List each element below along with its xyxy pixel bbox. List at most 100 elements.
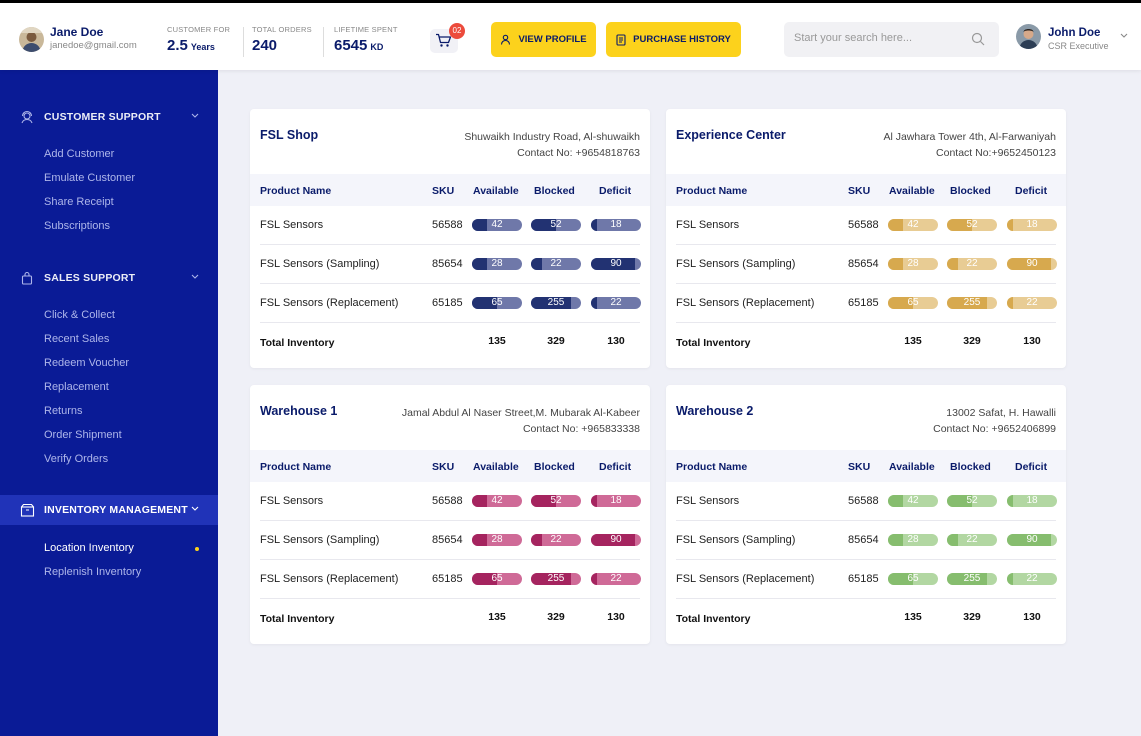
available-value: 42 bbox=[491, 495, 503, 506]
sidebar-item-redeem-voucher[interactable]: Redeem Voucher bbox=[44, 357, 129, 369]
product-name: FSL Sensors bbox=[676, 219, 740, 231]
search-input[interactable] bbox=[794, 32, 964, 44]
blocked-value: 22 bbox=[550, 258, 562, 269]
deficit-value-pill: 90 bbox=[591, 534, 641, 546]
user-avatar[interactable] bbox=[1016, 24, 1041, 49]
stat-value: 6545 KD bbox=[334, 37, 384, 54]
customer-avatar[interactable] bbox=[19, 27, 44, 52]
location-card: Experience Center Al Jawhara Tower 4th, A… bbox=[666, 109, 1066, 368]
sidebar-item-order-shipment[interactable]: Order Shipment bbox=[44, 429, 122, 441]
available-level-fill bbox=[472, 297, 497, 309]
blocked-value: 255 bbox=[963, 573, 981, 584]
location-name[interactable]: FSL Shop bbox=[260, 128, 319, 142]
table-row: FSL Sensors (Replacement) 65185 65 255 22 bbox=[260, 284, 641, 323]
sidebar-item-returns[interactable]: Returns bbox=[44, 405, 83, 417]
deficit-value: 18 bbox=[610, 495, 622, 506]
column-header: Product Name bbox=[260, 185, 332, 197]
location-address-block: Jamal Abdul Al Naser Street,M. Mubarak A… bbox=[402, 405, 640, 437]
blocked-value: 52 bbox=[966, 219, 978, 230]
product-name: FSL Sensors (Replacement) bbox=[676, 573, 815, 585]
chevron-down-icon[interactable] bbox=[1120, 33, 1128, 38]
view-profile-label: VIEW PROFILE bbox=[518, 34, 587, 45]
location-name[interactable]: Warehouse 1 bbox=[260, 404, 338, 418]
deficit-value: 90 bbox=[1026, 534, 1038, 545]
sidebar-item-emulate-customer[interactable]: Emulate Customer bbox=[44, 172, 136, 184]
blocked-level-fill bbox=[531, 258, 542, 270]
table-row: FSL Sensors 56588 42 52 18 bbox=[676, 482, 1057, 521]
blocked-level-fill bbox=[947, 534, 958, 546]
chevron-down-icon bbox=[191, 113, 199, 118]
product-sku: 65185 bbox=[432, 297, 463, 309]
sidebar-section-sales-support[interactable]: SALES SUPPORT bbox=[0, 263, 218, 293]
blocked-level-fill bbox=[531, 495, 556, 507]
location-contact: Contact No:+9652450123 bbox=[936, 147, 1056, 159]
chevron-down-icon bbox=[191, 506, 199, 511]
stat-value: 240 bbox=[252, 37, 278, 54]
table-row: FSL Sensors (Replacement) 65185 65 255 22 bbox=[260, 560, 641, 599]
deficit-value-pill: 18 bbox=[591, 495, 641, 507]
available-level-fill bbox=[888, 495, 903, 507]
divider bbox=[323, 27, 324, 57]
table-row: FSL Sensors (Sampling) 85654 28 22 90 bbox=[676, 521, 1057, 560]
customer-name[interactable]: Jane Doe bbox=[50, 25, 104, 39]
view-profile-button[interactable]: VIEW PROFILE bbox=[491, 22, 596, 57]
total-available: 135 bbox=[488, 335, 506, 347]
sidebar-item-location-inventory[interactable]: Location Inventory bbox=[44, 542, 134, 554]
sidebar-item-add-customer[interactable]: Add Customer bbox=[44, 148, 115, 160]
location-name[interactable]: Warehouse 2 bbox=[676, 404, 754, 418]
blocked-value-pill: 255 bbox=[947, 297, 997, 309]
sidebar-item-verify-orders[interactable]: Verify Orders bbox=[44, 453, 109, 465]
divider bbox=[243, 27, 244, 57]
sidebar: CUSTOMER SUPPORT Add Customer Emulate Cu… bbox=[0, 70, 218, 736]
search-icon[interactable] bbox=[971, 32, 985, 46]
location-card: Warehouse 1 Jamal Abdul Al Naser Street,M… bbox=[250, 385, 650, 644]
total-deficit: 130 bbox=[607, 611, 625, 623]
deficit-value-pill: 22 bbox=[591, 573, 641, 585]
cart-count-badge: 02 bbox=[449, 23, 465, 39]
product-sku: 85654 bbox=[432, 258, 463, 270]
sidebar-section-customer-support[interactable]: CUSTOMER SUPPORT bbox=[0, 102, 218, 132]
user-role: CSR Executive bbox=[1048, 41, 1109, 51]
sidebar-item-replacement[interactable]: Replacement bbox=[44, 381, 109, 393]
available-value-pill: 28 bbox=[888, 258, 938, 270]
purchase-history-label: PURCHASE HISTORY bbox=[633, 34, 731, 45]
total-available: 135 bbox=[904, 335, 922, 347]
product-name: FSL Sensors (Sampling) bbox=[676, 534, 796, 546]
column-header: Deficit bbox=[599, 185, 632, 197]
available-level-fill bbox=[472, 495, 487, 507]
available-value: 42 bbox=[907, 495, 919, 506]
blocked-value-pill: 22 bbox=[947, 534, 997, 546]
purchase-history-button[interactable]: PURCHASE HISTORY bbox=[606, 22, 741, 57]
sidebar-item-click-collect[interactable]: Click & Collect bbox=[44, 309, 115, 321]
location-name[interactable]: Experience Center bbox=[676, 128, 786, 142]
product-sku: 65185 bbox=[432, 573, 463, 585]
sidebar-section-inventory-management[interactable]: INVENTORY MANAGEMENT bbox=[0, 495, 218, 525]
column-header: Blocked bbox=[950, 461, 991, 473]
product-sku: 56588 bbox=[432, 219, 463, 231]
blocked-value-pill: 22 bbox=[947, 258, 997, 270]
available-value: 28 bbox=[907, 258, 919, 269]
sidebar-item-share-receipt[interactable]: Share Receipt bbox=[44, 196, 114, 208]
column-header: Available bbox=[473, 185, 519, 197]
sidebar-item-recent-sales[interactable]: Recent Sales bbox=[44, 333, 110, 345]
available-value-pill: 65 bbox=[888, 573, 938, 585]
deficit-value-pill: 18 bbox=[1007, 219, 1057, 231]
total-inventory-label: Total Inventory bbox=[676, 613, 751, 625]
stat-value: 2.5 Years bbox=[167, 37, 215, 54]
sidebar-item-replenish-inventory[interactable]: Replenish Inventory bbox=[44, 566, 142, 578]
blocked-value: 22 bbox=[550, 534, 562, 545]
column-header: SKU bbox=[848, 461, 871, 473]
blocked-value-pill: 22 bbox=[531, 258, 581, 270]
top-header: Jane Doe janedoe@gmail.com CUSTOMER FOR … bbox=[0, 3, 1141, 70]
blocked-level-fill bbox=[947, 297, 987, 309]
deficit-value: 18 bbox=[1026, 219, 1038, 230]
deficit-value-pill: 22 bbox=[1007, 573, 1057, 585]
table-row: FSL Sensors (Sampling) 85654 28 22 90 bbox=[260, 521, 641, 560]
sidebar-item-subscriptions[interactable]: Subscriptions bbox=[44, 220, 111, 232]
deficit-value-pill: 18 bbox=[591, 219, 641, 231]
blocked-value: 255 bbox=[963, 297, 981, 308]
stat-total-orders: TOTAL ORDERS 240 bbox=[252, 25, 312, 54]
blocked-value-pill: 255 bbox=[947, 573, 997, 585]
user-name[interactable]: John Doe bbox=[1048, 27, 1101, 39]
sidebar-section-title: SALES SUPPORT bbox=[44, 272, 136, 284]
